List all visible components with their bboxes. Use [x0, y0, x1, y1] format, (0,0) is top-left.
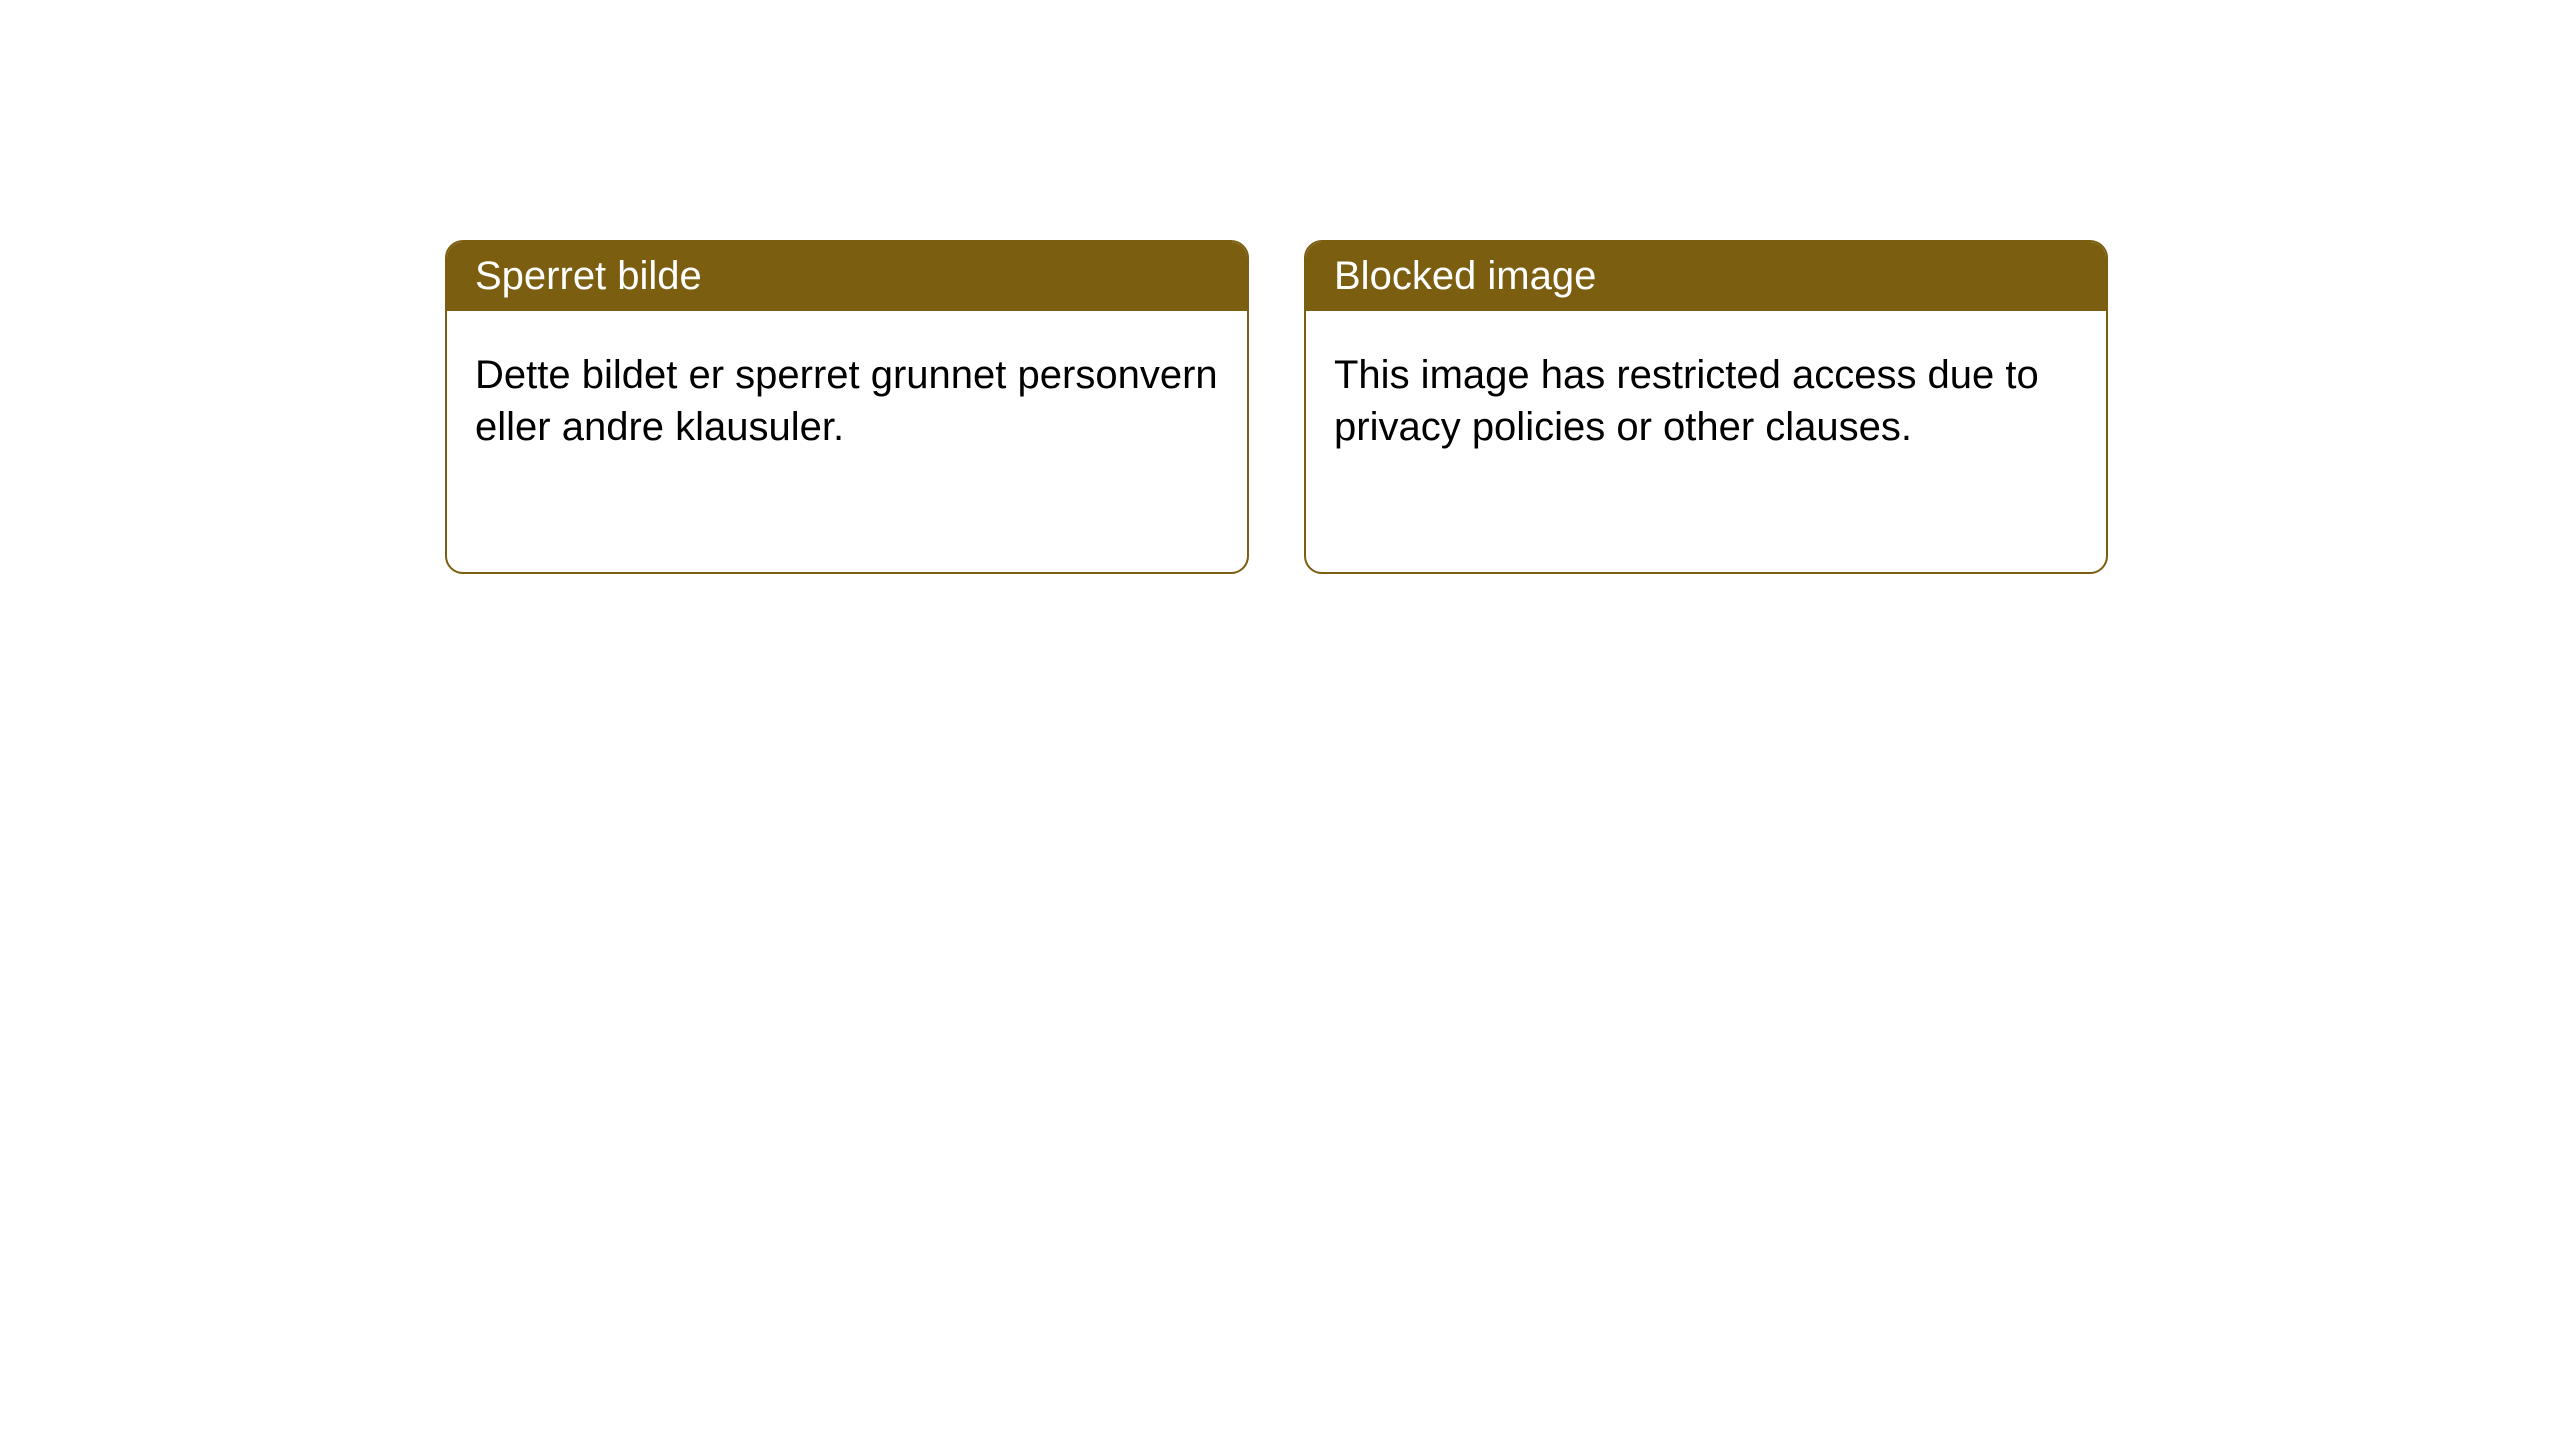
notice-container: Sperret bilde Dette bildet er sperret gr…: [445, 240, 2108, 574]
notice-box-english: Blocked image This image has restricted …: [1304, 240, 2108, 574]
notice-body-norwegian: Dette bildet er sperret grunnet personve…: [447, 311, 1247, 491]
notice-header-norwegian: Sperret bilde: [447, 242, 1247, 311]
notice-text-english: This image has restricted access due to …: [1334, 353, 2039, 449]
notice-header-english: Blocked image: [1306, 242, 2106, 311]
notice-text-norwegian: Dette bildet er sperret grunnet personve…: [475, 353, 1218, 449]
notice-title-english: Blocked image: [1334, 254, 1596, 298]
notice-box-norwegian: Sperret bilde Dette bildet er sperret gr…: [445, 240, 1249, 574]
notice-title-norwegian: Sperret bilde: [475, 254, 702, 298]
notice-body-english: This image has restricted access due to …: [1306, 311, 2106, 491]
